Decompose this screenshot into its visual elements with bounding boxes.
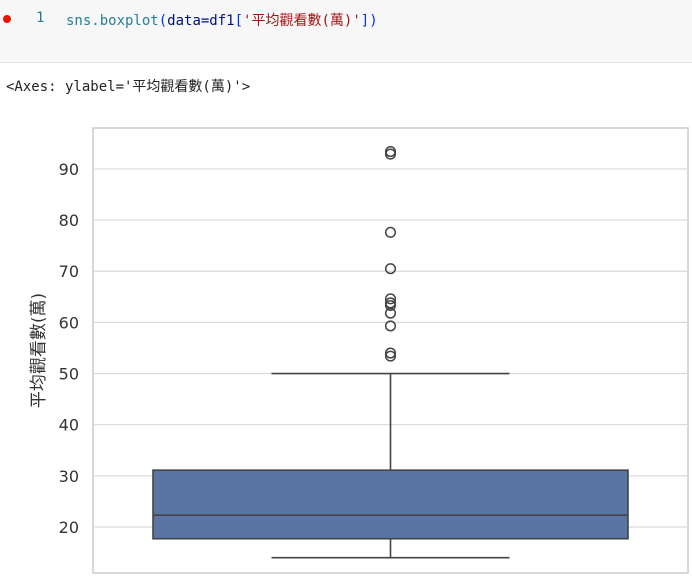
code-paren-close: ) <box>369 13 378 29</box>
code-function: sns.boxplot <box>66 13 159 29</box>
outlier-point <box>384 293 397 305</box>
outlier-point <box>384 145 397 158</box>
y-tick-label: 20 <box>59 518 79 537</box>
y-tick-label: 90 <box>59 160 79 179</box>
code-bracket-open: [ <box>234 13 244 29</box>
y-tick-label: 80 <box>59 211 79 230</box>
code-line[interactable]: sns.boxplot(data=df1['平均觀看數(萬)']) <box>66 10 378 30</box>
code-cell-input[interactable]: 1 sns.boxplot(data=df1['平均觀看數(萬)']) <box>0 0 692 63</box>
line-number: 1 <box>36 10 45 26</box>
code-paren-open: ( <box>158 13 168 29</box>
boxplot-chart: 20 30 40 50 60 70 80 90 平均觀看數(萬) <box>29 127 689 574</box>
y-tick-label: 30 <box>59 467 79 486</box>
outlier-point <box>384 350 397 362</box>
outlier-point <box>384 226 397 238</box>
breakpoint-dot-icon[interactable] <box>3 15 11 23</box>
y-axis-label: 平均觀看數(萬) <box>29 293 49 408</box>
output-repr: <Axes: ylabel='平均觀看數(萬)'> <box>6 79 251 95</box>
outlier-point <box>384 263 397 275</box>
code-string: '平均觀看數(萬)' <box>243 13 361 29</box>
iqr-box <box>152 469 629 540</box>
boxplot-figure: 20 30 40 50 60 70 80 90 平均觀看數(萬) <box>0 115 692 580</box>
y-tick-label: 70 <box>59 262 79 281</box>
outlier-point <box>384 320 397 332</box>
y-tick-label: 40 <box>59 416 79 435</box>
y-tick-label: 60 <box>59 313 79 332</box>
code-argument: data=df1 <box>167 13 235 29</box>
y-tick-label: 50 <box>59 365 79 384</box>
code-bracket-close: ] <box>360 13 370 29</box>
outlier-point <box>384 297 397 309</box>
outlier-point <box>384 347 397 359</box>
